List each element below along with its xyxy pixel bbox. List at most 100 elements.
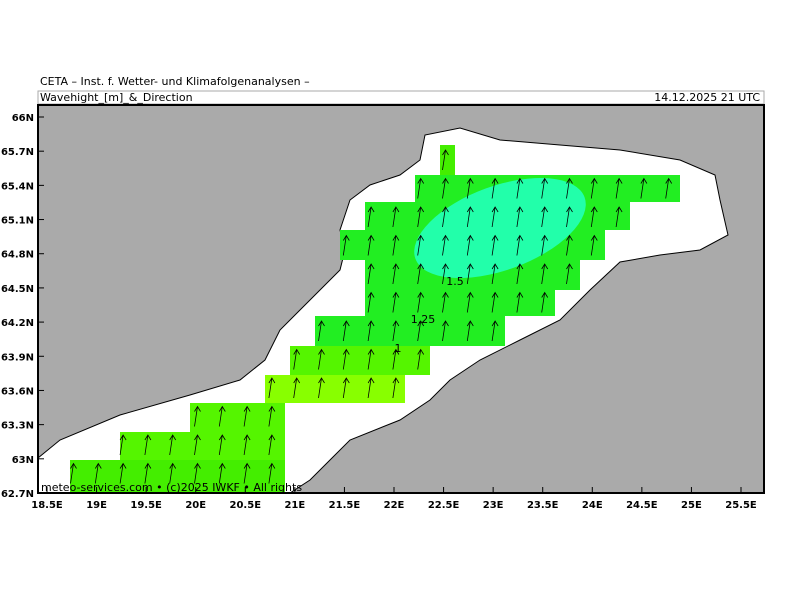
arrow	[491, 234, 499, 256]
arrow	[417, 177, 425, 199]
arrow	[293, 377, 301, 399]
arrow	[417, 234, 425, 256]
lon-label: 21E	[284, 500, 305, 511]
arrow	[342, 320, 350, 342]
arrow	[541, 291, 549, 313]
lon-label: 21.5E	[329, 500, 361, 511]
arrow	[541, 234, 549, 256]
arrow	[367, 291, 375, 313]
arrow	[367, 206, 375, 228]
lon-label: 22E	[384, 500, 405, 511]
cell	[70, 460, 285, 493]
arrow	[417, 320, 425, 342]
arrow	[466, 206, 474, 228]
arrow	[367, 234, 375, 256]
arrow	[516, 234, 524, 256]
arrow	[491, 263, 499, 285]
arrow	[119, 434, 127, 456]
lat-label: 65.1N	[1, 216, 34, 227]
lat-label: 63N	[12, 455, 34, 466]
arrow	[268, 405, 276, 427]
arrow	[243, 462, 251, 484]
map-frame	[37, 104, 765, 494]
arrow	[194, 405, 201, 427]
wave-max-region	[414, 177, 586, 279]
title: CETA – Inst. f. Wetter- und Klimafolgena…	[40, 75, 310, 88]
arrow	[590, 206, 598, 228]
arrow	[516, 263, 524, 285]
lon-label: 19.5E	[130, 500, 162, 511]
contour-label: 1.25	[411, 313, 436, 326]
arrow	[566, 206, 573, 228]
arrow	[392, 234, 400, 256]
arrow	[94, 462, 102, 484]
arrow	[491, 177, 499, 199]
lon-label: 23E	[483, 500, 504, 511]
arrow	[218, 405, 226, 427]
arrow	[392, 320, 400, 342]
arrow	[442, 177, 449, 199]
arrow	[590, 177, 598, 199]
arrow	[218, 462, 226, 484]
lon-label: 22.5E	[428, 500, 460, 511]
arrow	[466, 234, 474, 256]
arrow	[566, 177, 573, 199]
arrow	[417, 348, 425, 370]
cell	[440, 145, 455, 175]
arrow	[417, 291, 425, 313]
arrow	[491, 291, 499, 313]
arrow	[367, 377, 375, 399]
cell	[365, 290, 555, 316]
cell	[265, 375, 405, 403]
lon-label: 20E	[185, 500, 206, 511]
arrow	[268, 377, 276, 399]
contour-label: 1	[395, 342, 402, 355]
arrow	[392, 377, 400, 399]
lon-label: 24E	[582, 500, 603, 511]
lat-label: 62.7N	[1, 489, 34, 500]
arrow	[516, 206, 524, 228]
arrow	[566, 263, 573, 285]
timestamp: 14.12.2025 21 UTC	[654, 91, 760, 104]
lat-label: 66N	[12, 113, 34, 124]
arrow	[342, 377, 350, 399]
arrow	[466, 177, 474, 199]
arrow	[491, 320, 499, 342]
lat-label: 64.5N	[1, 284, 34, 295]
arrow	[144, 462, 152, 484]
arrow	[169, 462, 177, 484]
arrow	[392, 263, 400, 285]
arrow	[442, 234, 449, 256]
arrow	[566, 234, 573, 256]
arrow	[293, 348, 301, 370]
arrow	[144, 434, 152, 456]
arrow	[665, 177, 673, 199]
arrow	[342, 234, 350, 256]
lon-label: 24.5E	[626, 500, 658, 511]
lon-label: 20.5E	[230, 500, 262, 511]
arrow	[417, 206, 425, 228]
arrow	[392, 348, 400, 370]
arrow	[640, 177, 648, 199]
arrow	[169, 434, 177, 456]
lon-label: 19E	[86, 500, 107, 511]
lat-label: 64.2N	[1, 318, 34, 329]
contour-label: 1.5	[446, 275, 464, 288]
arrow	[243, 434, 251, 456]
arrow	[268, 434, 276, 456]
wave-field	[70, 145, 680, 493]
subtitle: Wavehight_[m]_&_Direction	[40, 91, 193, 104]
arrow	[442, 263, 449, 285]
lat-label: 63.6N	[1, 386, 34, 397]
arrow	[442, 206, 449, 228]
arrow	[615, 206, 623, 228]
arrow	[541, 263, 549, 285]
map: 1.5 1.25 1 meteo-services.com • (c)2025 …	[37, 104, 765, 494]
cell	[120, 432, 285, 460]
arrow	[194, 434, 201, 456]
lat-label: 65.4N	[1, 181, 34, 192]
arrow	[70, 462, 77, 484]
arrow	[466, 291, 474, 313]
arrow	[491, 206, 499, 228]
arrow	[119, 462, 127, 484]
